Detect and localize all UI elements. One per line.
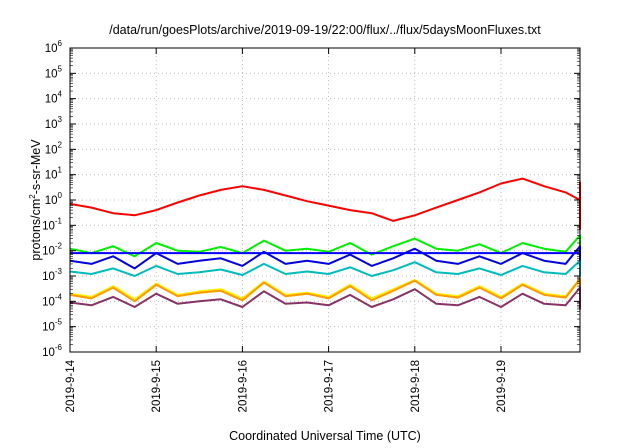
series-line-0 <box>69 177 581 231</box>
x-axis-label: Coordinated Universal Time (UTC) <box>229 429 421 443</box>
y-axis-label: protons/cm2-s-sr-MeV <box>28 139 43 261</box>
y-tick-label: 10-1 <box>42 216 62 232</box>
x-tick-label: 2019-9-18 <box>410 360 422 412</box>
y-tick-label: 10-2 <box>42 242 62 258</box>
y-tick-label: 103 <box>45 115 63 131</box>
y-tick-label: 10-6 <box>42 343 62 359</box>
y-tick-label: 105 <box>45 64 63 80</box>
y-axis-ticks: 10-6 10-5 10-4 10-3 10-2 10-1 100 101 102 103 104 1… <box>42 39 580 359</box>
x-tick-label: 2019-9-17 <box>324 360 336 412</box>
y-tick-label: 10-5 <box>42 318 62 334</box>
y-tick-label: 10-3 <box>42 267 62 283</box>
y-tick-label: 102 <box>45 140 63 156</box>
x-tick-label: 2019-9-19 <box>496 360 508 412</box>
x-axis-ticks: 2019-9-14 2019-9-15 2019-9-16 2019-9-17 2019… <box>65 48 508 412</box>
x-tick-label: 2019-9-16 <box>237 360 249 412</box>
y-tick-label: 101 <box>45 166 63 182</box>
y-tick-label: 100 <box>45 191 63 207</box>
x-tick-label: 2019-9-15 <box>151 360 163 412</box>
series-layer <box>69 177 581 310</box>
y-tick-label: 104 <box>45 90 63 106</box>
y-tick-label: 106 <box>45 39 63 55</box>
chart-title: /data/run/goesPlots/archive/2019-09-19/2… <box>109 23 541 37</box>
grid-lines <box>70 48 580 352</box>
y-tick-label: 10-4 <box>42 292 62 308</box>
x-tick-label: 2019-9-14 <box>65 359 77 412</box>
